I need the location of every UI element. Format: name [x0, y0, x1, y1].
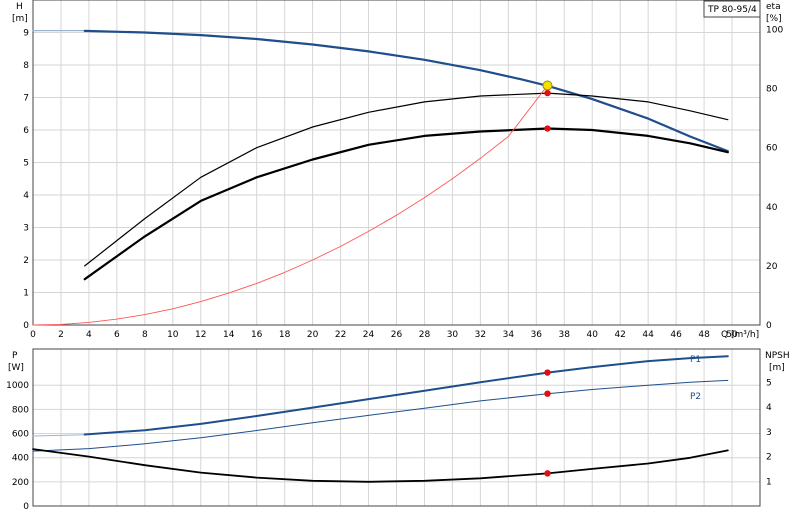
x-tick-label: 42	[614, 330, 625, 340]
top-grid	[33, 0, 760, 325]
duty-point-marker	[544, 89, 551, 97]
x-tick-label: 46	[670, 330, 682, 340]
y-left-tick-label: 400	[12, 454, 29, 464]
y-left-tick-label: 200	[12, 478, 29, 488]
y-left-tick-label: 3	[23, 224, 29, 234]
series-line-efficiency	[83, 127, 729, 281]
y-left-tick-label: 0	[23, 321, 29, 331]
series-line-p1	[83, 355, 729, 436]
bottom-y-left-label-line2: [W]	[8, 363, 24, 373]
chart-title: TP 80-95/4	[707, 5, 757, 15]
y-left-tick-label: 2	[23, 256, 29, 266]
x-tick-label: 40	[587, 330, 599, 340]
x-tick-label: 50	[726, 330, 738, 340]
y-left-tick-label: 0	[23, 502, 29, 512]
duty-point-marker	[544, 125, 551, 132]
y-right-tick-label: 60	[766, 144, 778, 154]
x-tick-label: 26	[391, 330, 403, 340]
y-left-tick-label: 8	[23, 61, 29, 71]
series-line-efficiency-upper	[84, 92, 729, 267]
x-tick-label: 14	[223, 330, 235, 340]
y-left-tick-label: 800	[12, 405, 29, 415]
series-label-p2: P2	[690, 392, 701, 402]
y-left-tick-label: 600	[12, 430, 29, 440]
y-right-tick-label: 20	[766, 262, 778, 272]
x-tick-label: 22	[335, 330, 346, 340]
x-tick-label: 30	[447, 330, 459, 340]
top-y-left-label-line2: [m]	[12, 14, 28, 24]
y-left-tick-label: 9	[23, 29, 29, 39]
y-right-tick-label: 0	[766, 321, 772, 331]
y-right-tick-label: 3	[766, 428, 772, 438]
series-line-system-curve	[32, 85, 548, 326]
y-left-tick-label: 6	[23, 126, 29, 136]
series-line-h	[83, 29, 729, 153]
x-tick-label: 38	[559, 330, 571, 340]
top-y-right-label-line2: [%]	[766, 14, 782, 24]
duty-point-marker	[542, 80, 553, 91]
y-right-tick-label: 80	[766, 85, 778, 95]
series-line-p2	[32, 379, 729, 452]
x-tick-label: 48	[698, 330, 710, 340]
y-left-tick-label: 1	[23, 289, 29, 299]
bottom-y-right-label-line1: NPSH	[765, 351, 790, 361]
top-y-right-label-line1: eta	[766, 2, 781, 12]
x-tick-label: 24	[363, 330, 375, 340]
x-tick-label: 10	[167, 330, 179, 340]
x-tick-label: 36	[531, 330, 543, 340]
x-tick-label: 2	[58, 330, 64, 340]
bottom-y-left-label-line1: P	[12, 351, 18, 361]
y-right-tick-label: 4	[766, 403, 772, 413]
top-y-left-label-line1: H	[16, 2, 23, 12]
duty-point-marker	[544, 369, 551, 376]
x-tick-label: 4	[86, 330, 92, 340]
y-right-tick-label: 1	[766, 477, 772, 487]
y-right-tick-label: 2	[766, 453, 772, 463]
y-left-tick-label: 1000	[6, 381, 29, 391]
bottom-series-group	[32, 355, 729, 483]
y-right-tick-label: 100	[766, 26, 783, 36]
bottom-markers-group	[544, 369, 551, 477]
x-tick-label: 44	[642, 330, 654, 340]
top-plot-frame	[32, 0, 761, 326]
model-label-box	[703, 0, 761, 18]
bottom-tick-labels: 0 200 400 600 800 1000 1 2 3 4 5	[6, 378, 772, 512]
duty-point-marker	[544, 470, 551, 477]
x-tick-label: 6	[114, 330, 120, 340]
duty-point-marker	[544, 390, 551, 397]
x-tick-label: 34	[503, 330, 515, 340]
x-tick-label: 20	[307, 330, 319, 340]
x-tick-label: 16	[251, 330, 263, 340]
x-axis-label: Q [m³/h]	[721, 330, 759, 340]
top-series-group	[32, 29, 729, 326]
top-markers-group	[542, 80, 553, 132]
bottom-panel: P [W] NPSH [m] 0 200 400 600 800 1000 1 2 3 4 5 P1…	[6, 348, 790, 512]
bottom-plot-frame	[32, 348, 761, 507]
x-tick-label: 8	[142, 330, 148, 340]
series-label-p1: P1	[690, 355, 701, 365]
y-right-tick-label: 5	[766, 378, 772, 388]
x-tick-label: 28	[419, 330, 431, 340]
y-left-tick-label: 5	[23, 159, 29, 169]
series-line-npsh	[32, 448, 729, 483]
bottom-y-right-label-line2: [m]	[769, 363, 785, 373]
series-line-p1-extension	[32, 434, 86, 437]
x-tick-label: 18	[279, 330, 291, 340]
y-right-tick-label: 40	[766, 203, 778, 213]
x-tick-label: 0	[30, 330, 36, 340]
x-tick-label: 32	[475, 330, 486, 340]
x-tick-label: 12	[195, 330, 206, 340]
y-left-tick-label: 4	[23, 191, 29, 201]
y-left-tick-label: 7	[23, 94, 29, 104]
